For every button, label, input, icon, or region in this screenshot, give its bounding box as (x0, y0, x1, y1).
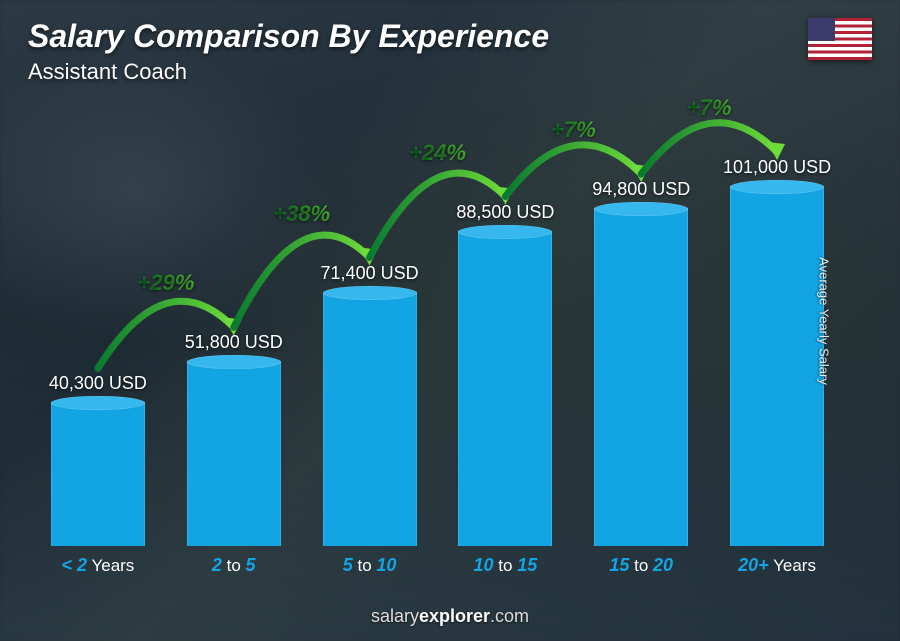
x-axis-label: 2 to 5 (166, 555, 302, 576)
chart-title: Salary Comparison By Experience (28, 18, 549, 55)
bar-group: 88,500 USD (437, 100, 573, 546)
bar (51, 402, 145, 546)
bars-container: 40,300 USD 51,800 USD 71,400 USD 88,500 USD… (30, 100, 845, 546)
footer-bold: explorer (419, 606, 490, 626)
footer-prefix: salary (371, 606, 419, 626)
y-axis-label: Average Yearly Salary (817, 257, 832, 385)
bar (458, 231, 552, 546)
bar-value-label: 94,800 USD (592, 179, 690, 200)
header: Salary Comparison By Experience Assistan… (28, 18, 872, 85)
footer-attribution: salaryexplorer.com (0, 606, 900, 627)
x-axis-label: 5 to 10 (302, 555, 438, 576)
bar (187, 361, 281, 546)
x-axis-label: 20+ Years (709, 555, 845, 576)
bar-value-label: 88,500 USD (456, 202, 554, 223)
bar-group: 71,400 USD (302, 100, 438, 546)
chart-subtitle: Assistant Coach (28, 59, 549, 85)
bar-value-label: 71,400 USD (321, 263, 419, 284)
chart-area: 40,300 USD 51,800 USD 71,400 USD 88,500 USD… (30, 100, 845, 576)
footer-suffix: .com (490, 606, 529, 626)
country-flag-icon (808, 18, 872, 60)
x-axis-label: < 2 Years (30, 555, 166, 576)
bar-group: 51,800 USD (166, 100, 302, 546)
x-axis-labels: < 2 Years2 to 55 to 1010 to 1515 to 2020… (30, 555, 845, 576)
bar-value-label: 51,800 USD (185, 332, 283, 353)
x-axis-label: 10 to 15 (437, 555, 573, 576)
bar-group: 94,800 USD (573, 100, 709, 546)
bar-value-label: 101,000 USD (723, 157, 831, 178)
bar-group: 40,300 USD (30, 100, 166, 546)
bar (594, 208, 688, 546)
bar (323, 292, 417, 546)
bar (730, 186, 824, 546)
title-block: Salary Comparison By Experience Assistan… (28, 18, 549, 85)
bar-value-label: 40,300 USD (49, 373, 147, 394)
x-axis-label: 15 to 20 (573, 555, 709, 576)
